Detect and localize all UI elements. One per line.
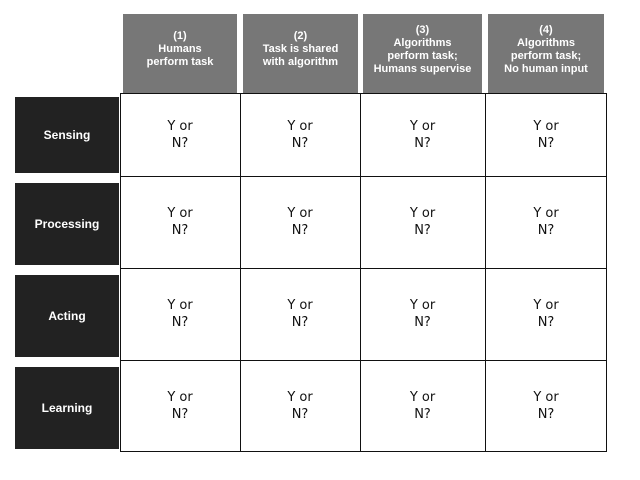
matrix-cell: Y or N?	[485, 176, 607, 269]
matrix-cell: Y or N?	[240, 268, 361, 361]
matrix-cell: Y or N?	[360, 268, 486, 361]
matrix-cell: Y or N?	[240, 93, 361, 177]
row-label-learning: Learning	[15, 367, 119, 449]
matrix-cell: Y or N?	[120, 93, 241, 177]
matrix-grid: Y or N? Y or N? Y or N? Y or N? Y or N? Y or …	[120, 93, 607, 452]
row-label-acting: Acting	[15, 275, 119, 357]
row-label-sensing: Sensing	[15, 97, 119, 173]
matrix-cell: Y or N?	[240, 360, 361, 452]
matrix-cell: Y or N?	[360, 93, 486, 177]
matrix-cell: Y or N?	[360, 176, 486, 269]
matrix-cell: Y or N?	[533, 390, 559, 422]
matrix-cell: Y or N?	[120, 360, 241, 452]
matrix-cell: Y or N?	[120, 268, 241, 361]
matrix-cell: Y or N?	[240, 176, 361, 269]
matrix-cell: Y or N?	[120, 176, 241, 269]
row-label-processing: Processing	[15, 183, 119, 265]
column-header-2: (2) Task is shared with algorithm	[243, 14, 358, 93]
column-header-4: (4) Algorithms perform task; No human in…	[488, 14, 604, 93]
column-header-1: (1) Humans perform task	[123, 14, 237, 93]
matrix-cell: Y or N?	[360, 360, 486, 452]
matrix-cell: Y or N?	[485, 268, 607, 361]
matrix-cell: Y or N?	[485, 93, 607, 177]
column-header-3: (3) Algorithms perform task; Humans supe…	[363, 14, 482, 93]
